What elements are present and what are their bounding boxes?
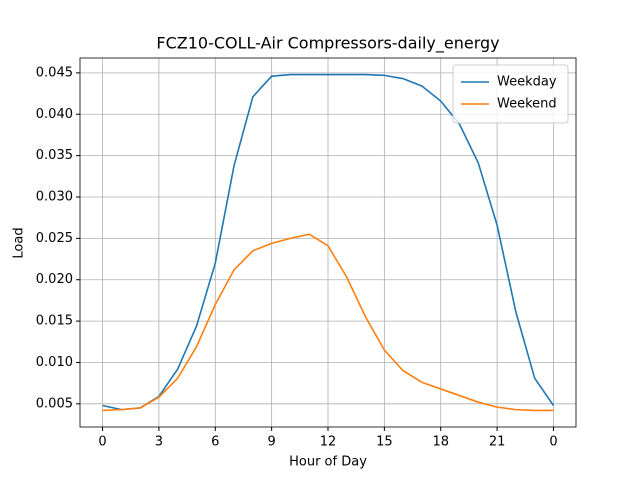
y-tick-label: 0.030 (36, 189, 73, 204)
y-tick-label: 0.020 (36, 272, 73, 287)
x-tick-label: 21 (489, 435, 506, 450)
series-line (102, 233, 554, 412)
x-tick-label: 0 (98, 435, 106, 450)
chart-title: FCZ10-COLL-Air Compressors-daily_energy (156, 34, 499, 54)
y-tick-label: 0.040 (36, 107, 73, 122)
y-tick-label: 0.015 (36, 314, 73, 329)
y-tick-label: 0.035 (36, 148, 73, 163)
y-tick-label: 0.045 (36, 65, 73, 80)
legend-label: Weekend (497, 97, 557, 112)
x-tick-label: 3 (155, 435, 163, 450)
x-tick-label: 15 (376, 435, 393, 450)
x-tick-label: 6 (211, 435, 219, 450)
legend: Weekday Weekend (452, 64, 569, 124)
y-axis-label: Load (12, 227, 27, 258)
y-tick-label: 0.025 (36, 231, 73, 246)
series-line (102, 73, 555, 411)
x-tick-label: 12 (320, 435, 337, 450)
x-tick-label: 9 (267, 435, 275, 450)
legend-box (452, 64, 569, 124)
x-axis-label: Hour of Day (289, 455, 367, 470)
x-tick-label: 18 (432, 435, 449, 450)
legend-label: Weekday (497, 75, 557, 90)
x-tick-label: 0 (549, 435, 557, 450)
y-tick-label: 0.010 (36, 355, 73, 370)
plot-frame (79, 57, 577, 428)
y-tick-label: 0.005 (36, 396, 73, 411)
